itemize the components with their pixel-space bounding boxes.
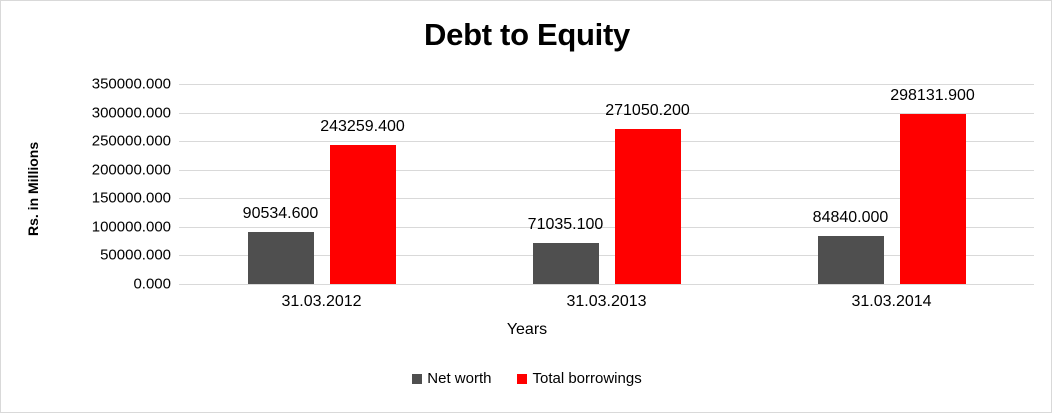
x-axis-title: Years	[506, 321, 548, 338]
bar-data-label: 298131.900	[890, 86, 975, 104]
bar-total-borrowings[interactable]	[899, 113, 966, 284]
legend-label: Total borrowings	[532, 370, 642, 387]
x-axis-category-label: 31.03.2013	[566, 293, 647, 310]
y-axis-tick-label: 200000.000	[91, 161, 171, 179]
gridline	[179, 226, 1034, 228]
bar-total-borrowings[interactable]	[329, 145, 396, 284]
x-axis-category-label: 31.03.2012	[281, 293, 362, 310]
bar-net-worth[interactable]	[247, 232, 314, 284]
bar-data-label: 243259.400	[320, 117, 405, 135]
gridline	[179, 255, 1034, 257]
gridline	[179, 169, 1034, 171]
plot-area: 90534.600 243259.400 71035.100 271050.200 84…	[179, 84, 1034, 285]
bar-data-label: 71035.100	[527, 216, 604, 234]
gridline	[179, 284, 1034, 285]
gridline	[179, 84, 1034, 85]
gridline	[179, 112, 1034, 114]
y-axis-tick-label: 350000.000	[91, 75, 171, 93]
legend-swatch-icon	[412, 373, 423, 384]
y-axis-tick-label: 250000.000	[91, 132, 171, 150]
legend-label: Net worth	[427, 370, 492, 387]
gridline	[179, 198, 1034, 200]
bar-data-label: 90534.600	[242, 205, 319, 223]
chart-legend: Net worth Total borrowings	[1, 370, 1051, 387]
legend-item-total-borrowings[interactable]: Total borrowings	[517, 370, 642, 387]
chart-title: Debt to Equity	[424, 17, 630, 52]
bar-data-label: 84840.000	[812, 208, 889, 226]
bar-total-borrowings[interactable]	[614, 129, 681, 284]
gridline	[179, 141, 1034, 143]
y-axis-tick-label: 300000.000	[91, 104, 171, 122]
x-axis-category-label: 31.03.2014	[851, 293, 932, 310]
y-axis-tick-label: 150000.000	[91, 189, 171, 207]
legend-swatch-icon	[517, 373, 528, 384]
bar-net-worth[interactable]	[817, 235, 884, 284]
y-axis-tick-label: 100000.000	[91, 218, 171, 236]
y-axis-tick-labels: 350000.000 300000.000 250000.000 200000.000…	[39, 76, 171, 293]
legend-item-net-worth[interactable]: Net worth	[412, 370, 491, 387]
y-axis-tick-label: 50000.000	[100, 246, 171, 264]
bar-data-label: 271050.200	[605, 102, 690, 120]
bar-net-worth[interactable]	[532, 243, 599, 284]
y-axis-tick-label: 0.000	[133, 275, 171, 293]
